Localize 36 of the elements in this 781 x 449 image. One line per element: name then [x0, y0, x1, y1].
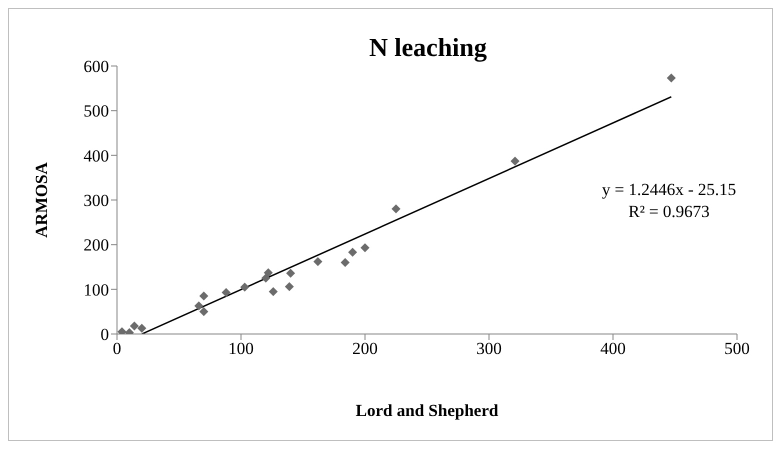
x-tick-label: 500: [724, 339, 750, 358]
y-tick-label: 400: [84, 146, 109, 166]
point: [240, 282, 250, 292]
point: [222, 288, 231, 297]
annotation: R² = 0.9673: [627, 201, 711, 223]
y-tick-label: 500: [84, 102, 109, 121]
point: [666, 74, 676, 83]
x-tick-label: 0: [112, 339, 122, 358]
point: [348, 248, 358, 257]
x-tick-label: 100: [228, 339, 254, 358]
point: [264, 268, 273, 278]
point: [268, 287, 278, 296]
y-tick-label: 600: [84, 57, 109, 76]
y-tick-label: 100: [84, 280, 109, 300]
point: [313, 257, 322, 266]
point: [284, 282, 294, 292]
x-tick-label: 200: [352, 339, 378, 358]
point: [340, 258, 350, 268]
x-axis-title: Lord and Shepherd: [356, 401, 499, 420]
point: [392, 204, 400, 214]
y-tick-label: 300: [84, 191, 109, 210]
point: [199, 307, 208, 316]
y-tick-label: 200: [84, 236, 109, 255]
x-tick-label: 400: [600, 339, 626, 358]
point: [360, 243, 370, 252]
point: [194, 301, 204, 310]
x-tick-label: 300: [476, 339, 502, 358]
chart-title: N leaching: [368, 33, 488, 63]
annotation: y = 1.2446x - 25.15: [600, 179, 738, 201]
y-tick-label: 0: [100, 325, 109, 344]
point: [510, 156, 520, 166]
point: [199, 292, 208, 301]
y-axis-title: ARMOSA: [32, 162, 52, 238]
point: [130, 321, 139, 330]
point: [286, 268, 296, 278]
point: [137, 324, 146, 333]
